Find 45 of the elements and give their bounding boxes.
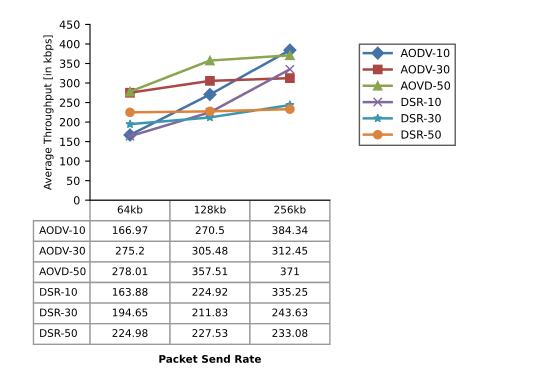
legend-label: DSR-10 [402, 98, 441, 106]
y-axis-title: Average Throughput [in kbps] [43, 35, 54, 190]
y-tick-label: 50 [67, 176, 80, 186]
y-tick-label: 100 [60, 157, 80, 166]
text: AODV-30 [39, 246, 85, 255]
text: AODV-10 [39, 226, 85, 234]
legend-label: AODV-10 [400, 48, 450, 58]
legend-label: AODV-30 [400, 65, 450, 74]
y-tick-label: 300 [60, 78, 80, 88]
text: AOVD-50 [39, 267, 86, 276]
data-label: 384.34 [272, 226, 308, 234]
data-label: 270.5 [196, 226, 224, 234]
data-label: 166.97 [112, 226, 148, 234]
legend-label: DSR-30 [402, 114, 441, 122]
x-tick-label: 128kb [194, 205, 226, 214]
data-label: 163.88 [112, 288, 148, 296]
data-label: 233.08 [272, 329, 308, 337]
data-label: 275.2 [116, 246, 144, 255]
text: DSR-50 [40, 329, 77, 337]
data-label: 305.48 [192, 246, 228, 255]
text: DSR-10 [40, 288, 77, 296]
y-tick-label: 250 [60, 98, 80, 107]
data-label: 227.53 [192, 329, 228, 337]
data-label: 335.25 [272, 288, 308, 296]
x-tick-label: 64kb [118, 205, 142, 214]
data-label: 224.98 [112, 329, 148, 337]
y-tick-label: 400 [60, 40, 80, 48]
y-tick-label: 200 [60, 118, 80, 126]
data-label: 312.45 [272, 246, 308, 255]
y-tick-label: 350 [60, 59, 80, 68]
data-label: 371 [280, 267, 299, 276]
data-label: 211.83 [192, 308, 228, 316]
data-label: 278.01 [112, 267, 148, 276]
data-label: 224.92 [192, 288, 228, 296]
y-tick-label: 150 [60, 138, 80, 146]
data-label: 194.65 [112, 308, 148, 316]
text: DSR-30 [40, 308, 77, 316]
data-label: 243.63 [272, 308, 308, 316]
legend-label: AOVD-50 [400, 81, 450, 90]
y-tick-label: 0 [74, 196, 80, 205]
legend-label: DSR-50 [402, 130, 441, 139]
x-tick-label: 256kb [274, 205, 306, 214]
data-label: 357.51 [192, 267, 228, 276]
y-tick-label: 450 [60, 20, 80, 29]
text: Packet Send Rate [159, 354, 261, 363]
